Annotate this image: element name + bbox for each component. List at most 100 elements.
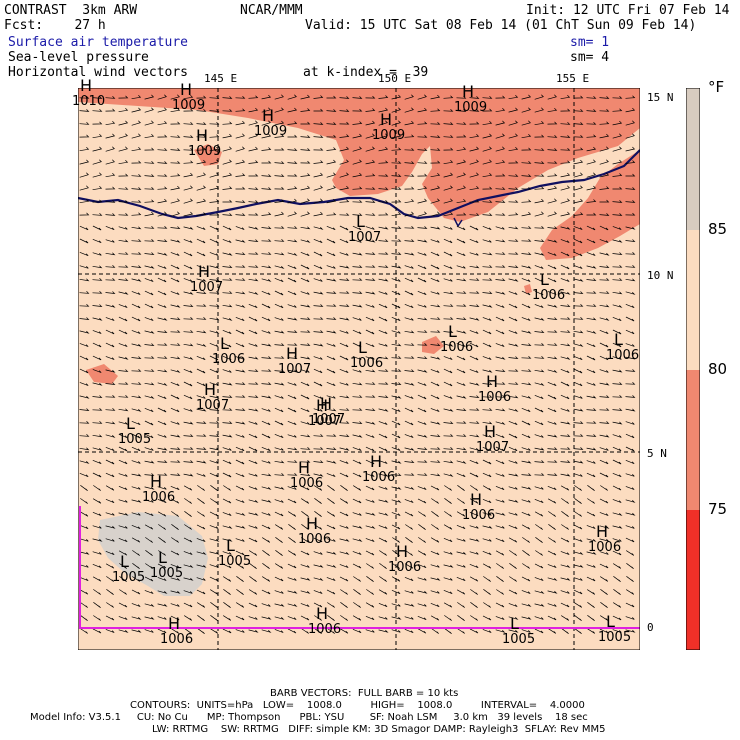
wind-arrow: [443, 473, 454, 477]
wind-arrow: [352, 199, 363, 203]
wind-arrow: [352, 434, 363, 438]
wind-arrow: [352, 291, 363, 294]
wind-arrow: [613, 563, 622, 569]
wind-arrow: [249, 589, 258, 595]
wind-arrow: [326, 303, 337, 307]
wind-arrow: [378, 303, 388, 309]
wind-arrow: [469, 459, 479, 465]
wind-arrow: [352, 355, 362, 361]
wind-arrow: [404, 616, 414, 620]
wind-arrow: [612, 146, 622, 152]
wind-arrow: [261, 433, 271, 439]
wind-arrow: [144, 382, 155, 386]
wind-arrow: [508, 95, 519, 100]
wind-arrow: [261, 303, 271, 309]
wind-arrow: [626, 550, 635, 556]
wind-arrow: [183, 264, 193, 270]
wind-arrow: [586, 434, 597, 437]
colorbar-above-85: [686, 88, 700, 230]
wind-arrow: [417, 342, 428, 346]
wind-arrow: [236, 563, 245, 569]
wind-arrow: [625, 329, 635, 335]
wind-arrow: [547, 356, 558, 360]
wind-arrow: [443, 524, 453, 530]
wind-arrow: [144, 278, 154, 282]
wind-arrow: [119, 589, 127, 595]
wind-arrow: [183, 368, 193, 374]
wind-arrow: [144, 590, 154, 594]
wind-arrow: [235, 186, 246, 190]
wind-arrow: [261, 589, 271, 595]
wind-arrow: [92, 434, 103, 438]
pressure-center-type: L: [126, 414, 135, 433]
wind-arrow: [326, 577, 336, 581]
wind-arrow: [612, 95, 623, 99]
wind-arrow: [196, 303, 207, 307]
wind-arrow: [157, 317, 168, 321]
wind-arrow: [339, 265, 350, 269]
wind-arrow: [573, 330, 584, 334]
wind-arrow: [235, 146, 245, 152]
wind-arrow: [430, 550, 440, 556]
wind-arrow: [625, 433, 635, 439]
wind-arrow: [261, 343, 272, 347]
wind-arrow: [391, 316, 401, 322]
wind-arrow: [613, 576, 621, 582]
wind-arrow: [496, 589, 504, 595]
wind-arrow: [612, 316, 622, 322]
wind-arrow: [274, 616, 285, 620]
wind-arrow: [79, 524, 89, 530]
wind-arrow: [196, 368, 206, 374]
wind-arrow: [560, 226, 571, 230]
wind-arrow: [222, 355, 232, 361]
wind-arrow: [417, 330, 428, 333]
wind-arrow: [404, 239, 415, 242]
wind-arrow: [157, 173, 168, 177]
wind-arrow: [105, 629, 115, 633]
wind-arrow: [599, 199, 610, 203]
wind-arrow: [105, 159, 115, 165]
wind-arrow: [391, 356, 402, 359]
wind-arrow: [222, 121, 233, 125]
wind-arrow: [340, 589, 348, 595]
wind-arrow: [157, 616, 167, 620]
wind-arrow: [443, 577, 453, 581]
wind-arrow: [92, 395, 103, 398]
wind-arrow: [222, 304, 233, 308]
wind-arrow: [612, 291, 623, 295]
wind-arrow: [79, 278, 90, 282]
wind-arrow: [404, 303, 414, 309]
wind-arrow: [495, 629, 506, 633]
wind-arrow: [261, 174, 272, 177]
wind-arrow: [495, 316, 505, 322]
wind-arrow: [196, 291, 207, 294]
wind-arrow: [170, 291, 180, 295]
wind-arrow: [131, 251, 142, 255]
wind-arrow: [521, 238, 532, 242]
wind-arrow: [183, 408, 193, 412]
wind-arrow: [287, 394, 297, 400]
wind-arrow: [183, 239, 193, 243]
wind-arrow: [443, 198, 453, 204]
wind-arrow: [495, 95, 506, 99]
wind-arrow: [560, 577, 571, 581]
wind-arrow: [574, 511, 582, 517]
wind-arrow: [287, 252, 298, 256]
wind-arrow: [339, 342, 349, 348]
wind-arrow: [457, 602, 465, 608]
wind-arrow: [430, 460, 441, 463]
wind-arrow: [209, 212, 220, 216]
wind-arrow: [456, 538, 466, 542]
wind-arrow: [144, 226, 155, 229]
wind-arrow: [495, 446, 505, 452]
wind-arrow: [235, 213, 246, 216]
wind-arrow: [326, 317, 337, 320]
wind-arrow: [196, 460, 207, 464]
wind-arrow: [79, 382, 89, 386]
warm-patch-small: [524, 284, 532, 294]
wind-arrow: [469, 159, 479, 165]
wind-arrow: [144, 369, 155, 372]
wind-arrow: [600, 615, 609, 621]
wind-arrow: [144, 511, 154, 517]
wind-arrow: [236, 589, 244, 595]
